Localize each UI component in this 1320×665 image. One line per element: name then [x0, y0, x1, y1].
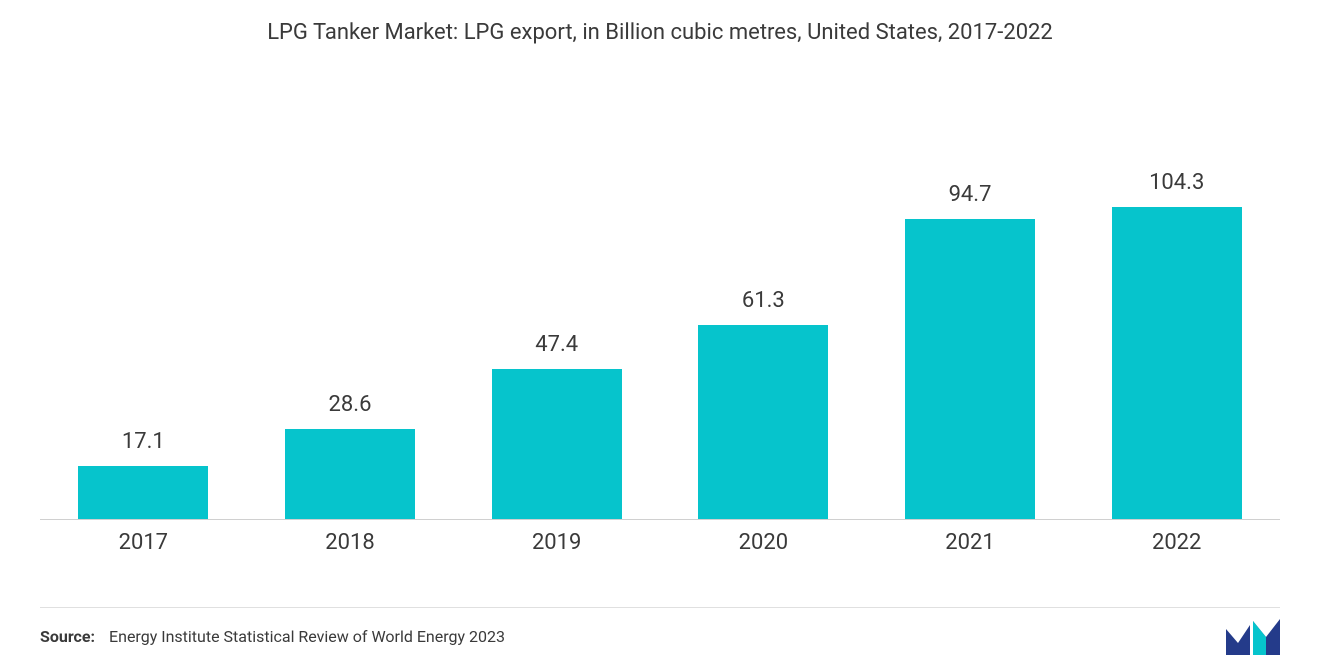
bar-slot: 94.7 — [867, 170, 1074, 520]
bar-value-label: 28.6 — [329, 392, 372, 417]
bar-slot: 104.3 — [1073, 170, 1280, 520]
bar — [285, 429, 415, 520]
x-axis-labels: 201720182019202020212022 — [40, 530, 1280, 555]
x-axis-label: 2019 — [453, 530, 660, 555]
x-axis-label: 2018 — [247, 530, 454, 555]
bar — [905, 219, 1035, 520]
x-axis-label: 2022 — [1073, 530, 1280, 555]
bar-slot: 17.1 — [40, 170, 247, 520]
bar-slot: 61.3 — [660, 170, 867, 520]
x-axis-label: 2021 — [867, 530, 1074, 555]
x-axis-label: 2017 — [40, 530, 247, 555]
bar — [78, 466, 208, 520]
plot-area: 17.1 28.6 47.4 61.3 94.7 104.3 — [40, 170, 1280, 520]
x-axis-baseline — [40, 519, 1280, 520]
bar-value-label: 17.1 — [122, 429, 165, 454]
bar-value-label: 104.3 — [1149, 170, 1204, 195]
x-axis-label: 2020 — [660, 530, 867, 555]
brand-logo — [1226, 619, 1280, 655]
bar-value-label: 47.4 — [535, 332, 578, 357]
bar — [1112, 207, 1242, 520]
bars-group: 17.1 28.6 47.4 61.3 94.7 104.3 — [40, 170, 1280, 520]
bar-slot: 47.4 — [453, 170, 660, 520]
mordor-logo-icon — [1226, 619, 1280, 655]
source-text: Energy Institute Statistical Review of W… — [109, 627, 505, 646]
bar — [698, 325, 828, 520]
source-citation: Source: Energy Institute Statistical Rev… — [40, 627, 505, 646]
source-label: Source: — [40, 627, 95, 646]
bar-value-label: 61.3 — [742, 288, 785, 313]
chart-title: LPG Tanker Market: LPG export, in Billio… — [0, 20, 1320, 45]
bar — [492, 369, 622, 520]
bar-value-label: 94.7 — [949, 182, 992, 207]
chart-container: LPG Tanker Market: LPG export, in Billio… — [0, 0, 1320, 665]
chart-footer: Source: Energy Institute Statistical Rev… — [40, 607, 1280, 665]
bar-slot: 28.6 — [247, 170, 454, 520]
